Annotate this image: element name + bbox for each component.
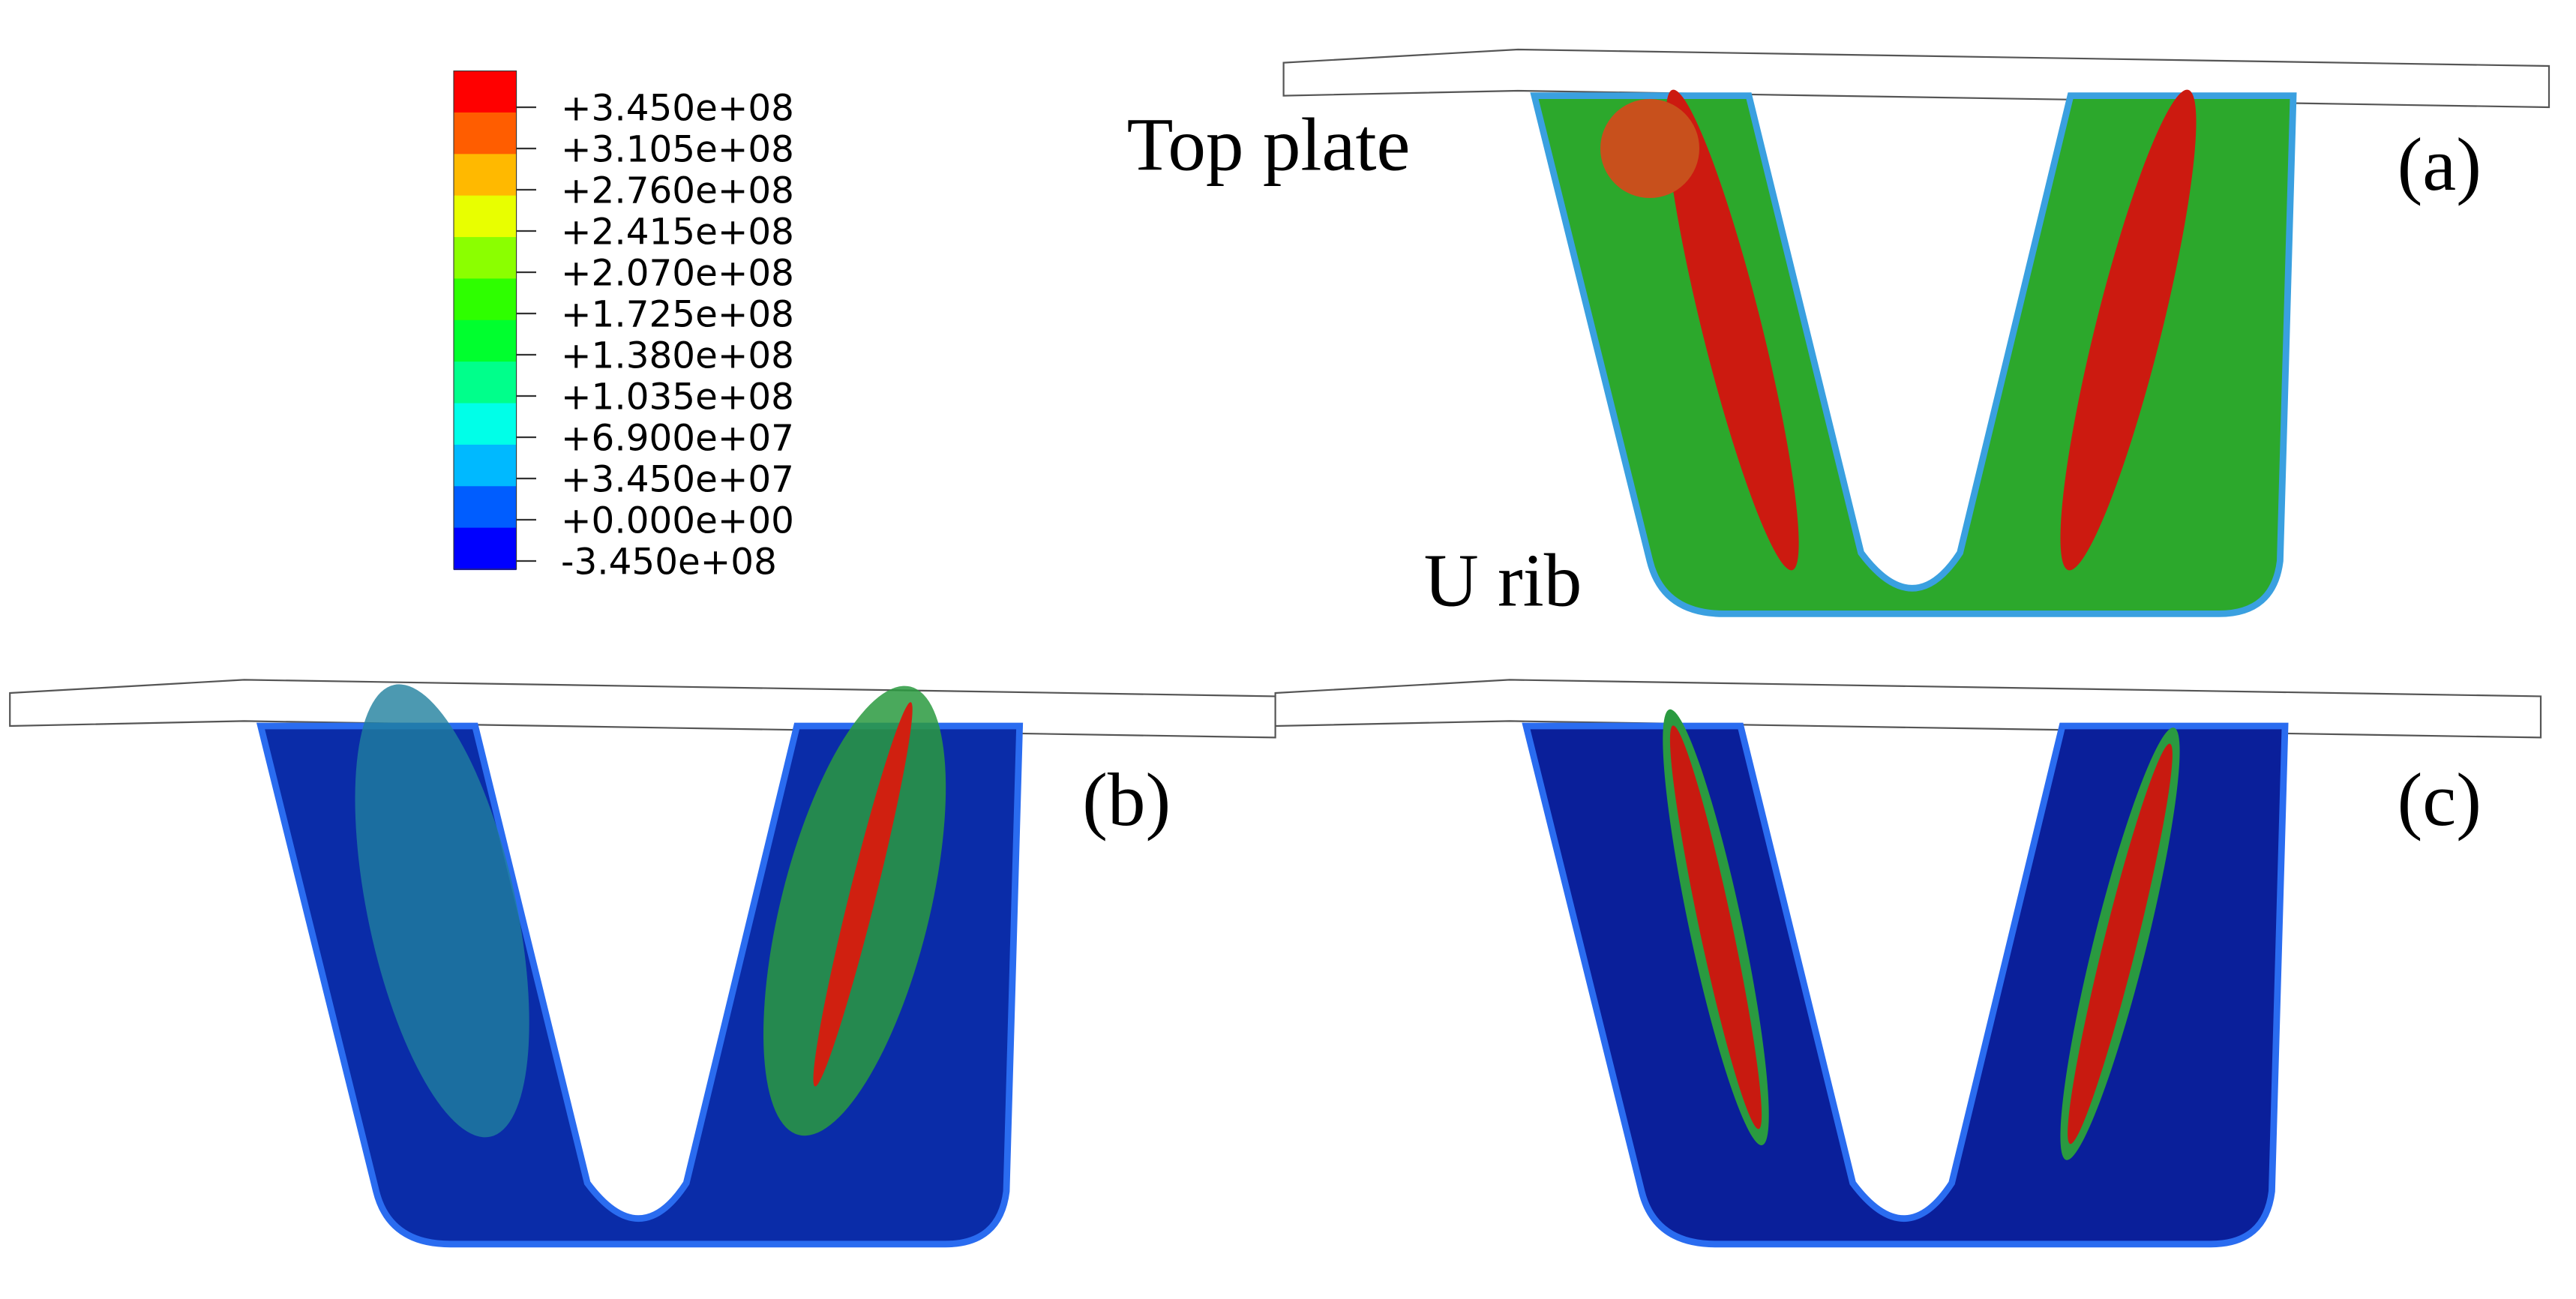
panel-a bbox=[1282, 48, 2551, 614]
figure-body: +3.450e+08+3.105e+08+2.760e+08+2.415e+08… bbox=[9, 48, 2551, 1244]
legend-band bbox=[454, 154, 517, 196]
legend-label: +1.035e+08 bbox=[561, 376, 794, 418]
hot-spot bbox=[1666, 89, 1799, 571]
panel-label: (c) bbox=[2398, 758, 2482, 842]
annotation: U rib bbox=[1424, 538, 1582, 622]
legend-frame bbox=[453, 70, 517, 570]
legend: +3.450e+08+3.105e+08+2.760e+08+2.415e+08… bbox=[453, 70, 794, 584]
top-plate bbox=[1274, 679, 2542, 739]
legend-band bbox=[454, 403, 517, 446]
contour bbox=[355, 684, 529, 1138]
legend-band bbox=[454, 237, 517, 280]
legend-label: -3.450e+08 bbox=[561, 542, 777, 584]
panel-label: (a) bbox=[2398, 122, 2482, 206]
top-plate bbox=[9, 679, 1276, 739]
panel-c bbox=[1274, 679, 2542, 1244]
legend-band bbox=[454, 444, 517, 488]
legend-band bbox=[454, 527, 517, 571]
legend-band bbox=[454, 320, 517, 363]
legend-band bbox=[454, 112, 517, 155]
legend-label: +0.000e+00 bbox=[561, 500, 794, 542]
legend-band bbox=[454, 278, 517, 321]
legend-label: +3.450e+07 bbox=[561, 459, 794, 501]
legend-band bbox=[454, 486, 517, 529]
top-plate bbox=[1282, 48, 2551, 109]
legend-label: +2.415e+08 bbox=[561, 212, 794, 254]
legend-label: +6.900e+07 bbox=[561, 418, 794, 460]
legend-band bbox=[454, 195, 517, 238]
panel-label: (b) bbox=[1082, 758, 1171, 842]
annotation: Top plate bbox=[1127, 103, 1411, 187]
legend-label: +2.070e+08 bbox=[561, 253, 794, 295]
hot-spot bbox=[813, 702, 913, 1087]
legend-label: +1.380e+08 bbox=[561, 335, 794, 377]
hot-spot bbox=[1600, 99, 1699, 198]
legend-band bbox=[454, 362, 517, 404]
panel-b bbox=[9, 679, 1276, 1244]
legend-label: +1.725e+08 bbox=[561, 294, 794, 336]
hot-spot bbox=[1669, 725, 1762, 1130]
hot-spot bbox=[2068, 743, 2173, 1144]
legend-label: +3.105e+08 bbox=[561, 129, 794, 171]
legend-label: +3.450e+08 bbox=[561, 88, 794, 130]
legend-band bbox=[454, 70, 517, 114]
legend-label: +2.760e+08 bbox=[561, 170, 794, 212]
hot-spot bbox=[2060, 89, 2197, 571]
